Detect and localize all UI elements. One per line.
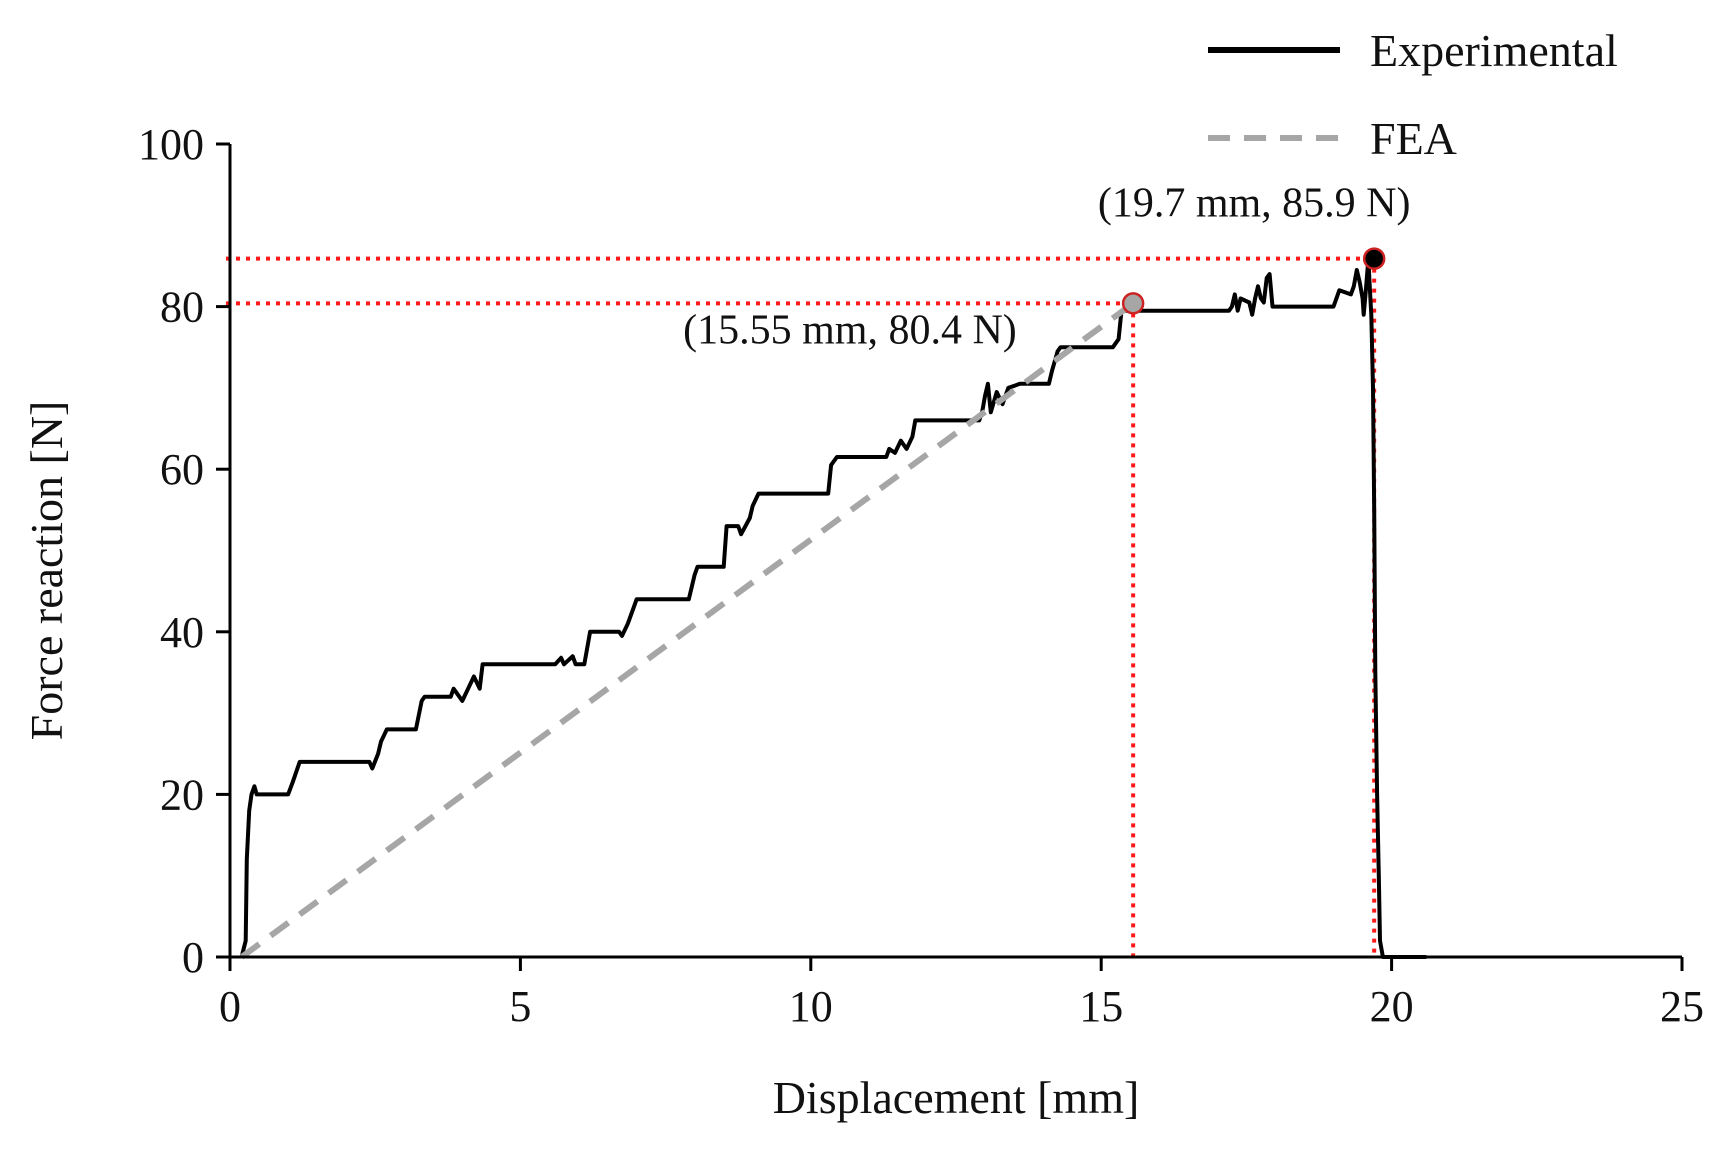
annotation-label: (15.55 mm, 80.4 N) [683,307,1017,353]
annotation-label: (19.7 mm, 85.9 N) [1098,181,1411,227]
series-line-fea [239,300,1135,960]
guide-lines [226,256,1377,957]
y-tick-label: 40 [160,608,204,657]
axes: 0 20 40 60 80 100 0 5 10 15 20 25 Displacement [mm] F… [21,120,1704,1123]
x-tick-label: 0 [219,982,241,1031]
legend: Experimental FEA [1208,25,1618,164]
legend-label-experimental: Experimental [1370,25,1618,76]
y-tick-label: 60 [160,445,204,494]
y-tick-label: 20 [160,770,204,819]
annotation-marker [1121,292,1145,315]
x-tick-label: 20 [1370,982,1414,1031]
y-tick-label: 100 [138,120,204,169]
series-line-experimental [239,256,1427,959]
annotation-marker [1362,247,1386,270]
annotation-markers: (19.7 mm, 85.9 N) (15.55 mm, 80.4 N) [683,181,1410,354]
x-tick-label: 10 [789,982,833,1031]
y-tick-label: 80 [160,283,204,332]
y-tick-label: 0 [182,933,204,982]
x-tick-label: 5 [509,982,531,1031]
series-layer [239,256,1427,960]
x-tick-label: 15 [1079,982,1123,1031]
y-axis-title: Force reaction [N] [21,401,72,741]
legend-label-fea: FEA [1370,113,1457,164]
x-tick-label: 25 [1660,982,1704,1031]
x-axis-title: Displacement [mm] [773,1072,1140,1123]
